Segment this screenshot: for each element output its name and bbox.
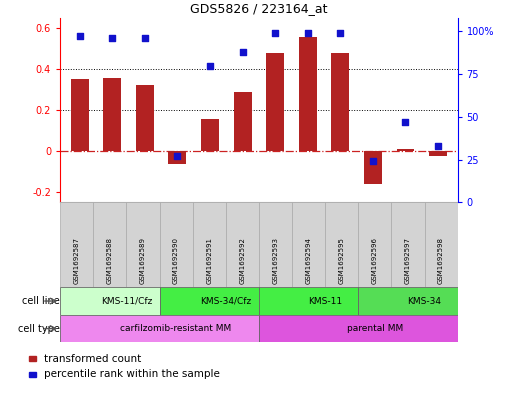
Bar <box>266 53 284 151</box>
Point <box>336 30 345 36</box>
Text: GSM1692596: GSM1692596 <box>372 237 378 285</box>
Bar <box>104 78 121 151</box>
Bar <box>364 151 382 184</box>
Bar <box>192 202 226 287</box>
Point <box>173 153 181 160</box>
Bar <box>29 372 36 377</box>
Text: GSM1692590: GSM1692590 <box>173 237 179 285</box>
Point <box>271 30 279 36</box>
Text: percentile rank within the sample: percentile rank within the sample <box>43 369 219 379</box>
Text: KMS-34/Cfz: KMS-34/Cfz <box>200 297 252 305</box>
Point <box>303 30 312 36</box>
Bar <box>259 287 358 315</box>
Bar <box>358 202 391 287</box>
Bar <box>160 287 259 315</box>
Text: parental MM: parental MM <box>347 324 403 333</box>
Point <box>369 158 377 165</box>
Text: GSM1692594: GSM1692594 <box>305 237 312 285</box>
Point <box>434 143 442 149</box>
Point <box>141 35 149 41</box>
Text: GSM1692598: GSM1692598 <box>438 237 444 285</box>
Text: cell line: cell line <box>22 296 60 306</box>
Bar <box>429 151 447 156</box>
Text: carfilzomib-resistant MM: carfilzomib-resistant MM <box>120 324 232 333</box>
Bar <box>299 37 317 151</box>
Text: GSM1692597: GSM1692597 <box>405 237 411 285</box>
Text: GSM1692595: GSM1692595 <box>339 237 345 285</box>
Text: transformed count: transformed count <box>43 354 141 364</box>
Text: cell type: cell type <box>18 323 60 334</box>
Bar <box>71 79 89 151</box>
Text: KMS-34: KMS-34 <box>407 297 441 305</box>
Text: GSM1692589: GSM1692589 <box>140 237 146 285</box>
Bar <box>60 202 93 287</box>
Bar <box>136 85 154 151</box>
Text: KMS-11/Cfz: KMS-11/Cfz <box>101 297 152 305</box>
Bar <box>425 202 458 287</box>
Bar <box>60 287 160 315</box>
Point <box>238 49 247 55</box>
Point <box>206 62 214 69</box>
Bar <box>29 356 36 361</box>
Bar <box>358 287 458 315</box>
Text: GSM1692593: GSM1692593 <box>272 237 278 285</box>
Bar <box>201 119 219 151</box>
Bar <box>168 151 186 164</box>
Bar <box>259 202 292 287</box>
Bar <box>234 92 252 151</box>
Text: GSM1692591: GSM1692591 <box>206 237 212 285</box>
Text: GSM1692588: GSM1692588 <box>107 237 113 285</box>
Bar <box>396 149 414 151</box>
Point <box>401 119 410 125</box>
Bar <box>226 202 259 287</box>
Text: GSM1692592: GSM1692592 <box>240 237 245 285</box>
Bar <box>259 315 458 342</box>
Bar <box>93 202 127 287</box>
Bar <box>391 202 425 287</box>
Text: KMS-11: KMS-11 <box>308 297 342 305</box>
Bar <box>160 202 192 287</box>
Point <box>108 35 117 41</box>
Title: GDS5826 / 223164_at: GDS5826 / 223164_at <box>190 2 327 15</box>
Text: GSM1692587: GSM1692587 <box>74 237 79 285</box>
Bar <box>127 202 160 287</box>
Bar <box>292 202 325 287</box>
Bar <box>332 53 349 151</box>
Bar <box>60 315 259 342</box>
Point <box>75 33 84 40</box>
Bar <box>325 202 358 287</box>
